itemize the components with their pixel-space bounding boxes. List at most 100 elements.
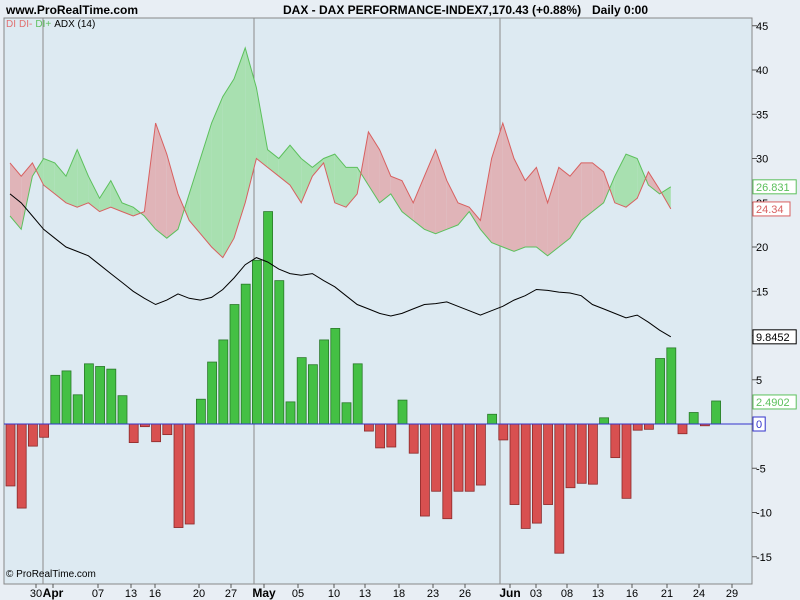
histogram-bar [632, 423, 643, 431]
histogram-bar [72, 394, 83, 425]
histogram-bar [50, 374, 61, 425]
y-tick-label: 45 [756, 21, 768, 33]
di-fill-segment [458, 202, 470, 225]
site-link[interactable]: www.ProRealTime.com [6, 3, 139, 17]
histogram-bar [39, 423, 49, 438]
value-tag-box [752, 179, 797, 195]
histogram-bar [251, 259, 262, 425]
di-fill-segment [278, 145, 290, 186]
di-fill-segment [626, 154, 638, 208]
histogram-bar [375, 423, 386, 449]
histogram-bar [599, 417, 609, 425]
x-tick-label: 20 [193, 588, 205, 600]
y-tick-label: -5 [756, 463, 766, 475]
x-tick-label: 23 [427, 588, 439, 600]
di-fill-segment [200, 123, 212, 247]
histogram-bar [229, 304, 240, 425]
di-fill-segment [290, 145, 302, 203]
axes: 454035302520151050-5-10-1530Apr071316202… [30, 21, 772, 600]
legend-item: DI- [19, 19, 33, 30]
histogram-bar [16, 423, 27, 509]
di-fill-segment [133, 207, 141, 217]
histogram-bar [319, 339, 330, 425]
value-tag-label: 24.34 [756, 204, 784, 216]
x-tick-label: 05 [292, 588, 304, 600]
histogram-bar [307, 364, 318, 425]
x-tick-label: 21 [661, 588, 673, 600]
di-fill-segment [184, 193, 190, 221]
interval-label: Daily 0:00 [592, 3, 649, 17]
di-fill-segment [614, 154, 626, 208]
di-fill-segment [547, 167, 559, 256]
di-fill-segment [256, 87, 268, 168]
di-fill-segment [189, 158, 201, 234]
di-fill-segment [645, 171, 649, 186]
histogram-bar [296, 357, 307, 425]
di-fill-segment [211, 96, 223, 258]
histogram-bar [397, 399, 408, 425]
di-fill-segment [234, 47, 246, 239]
di-fill-segment [390, 176, 402, 212]
histogram-bar [588, 423, 598, 485]
di-fill-segment [558, 167, 570, 247]
histogram-bar [475, 423, 486, 486]
x-tick-label: 26 [459, 588, 471, 600]
legend: DI DI- DI+ ADX (14) [6, 19, 98, 30]
value-tag-label: 2.4902 [756, 397, 790, 409]
y-tick-label: 20 [756, 242, 768, 254]
di-fill-segment [99, 180, 111, 212]
x-tick-label: 08 [561, 588, 573, 600]
histogram-bar [554, 423, 565, 554]
di-fill-segment [43, 158, 55, 194]
x-tick-label: 16 [626, 588, 638, 600]
histogram-bar [442, 423, 453, 520]
di-fill-segment [525, 167, 537, 247]
di-fill-segment [581, 162, 593, 221]
histogram-bar [84, 363, 94, 425]
histogram-bar [240, 283, 251, 425]
x-tick-label: 24 [693, 588, 705, 600]
histogram-bar [655, 358, 665, 425]
di-fill-segment [661, 186, 671, 209]
di-fill-segment [637, 158, 646, 199]
histogram-bar [487, 413, 498, 425]
di-fill-segment [312, 158, 324, 177]
di-minus-line [9, 121, 672, 259]
di-fill-segment [110, 180, 122, 212]
histogram-bar [509, 423, 520, 505]
histogram-bar [565, 423, 576, 489]
di-fill-segment [155, 123, 167, 239]
di-fill-segment [301, 158, 313, 203]
histogram-bar [207, 361, 218, 425]
histogram-bar [431, 423, 442, 492]
di-fill-segment [536, 167, 548, 256]
histogram-bar [61, 370, 72, 425]
di-fill-segment [245, 47, 257, 203]
histogram-bar [408, 423, 419, 454]
histogram-bar [498, 423, 509, 441]
value-tags: 26.831 24.34 9.8452 2.4902 0 [752, 179, 797, 432]
di-fill-segment [435, 149, 447, 234]
di-fill-segment [469, 207, 481, 230]
y-tick-label: -10 [756, 508, 772, 520]
value-tag-box [752, 394, 797, 410]
di-fill-segment [480, 158, 492, 243]
adx-line [9, 193, 672, 338]
histogram-bar [453, 423, 464, 492]
legend-item: DI [6, 19, 16, 30]
y-tick-label: 5 [756, 375, 762, 387]
histogram-bar [263, 211, 274, 425]
di-fill-segment [514, 158, 526, 252]
x-tick-label: 16 [149, 588, 161, 600]
y-tick-label: 40 [756, 65, 768, 77]
value-tag-label: 26.831 [756, 182, 790, 194]
x-tick-label: Apr [43, 586, 64, 600]
di-fill-segment [502, 123, 514, 252]
histogram-bar [95, 366, 105, 425]
histogram-bar [677, 423, 688, 435]
y-tick-label: 15 [756, 286, 768, 298]
di-fill-segment [32, 162, 37, 177]
x-tick-label: 03 [530, 588, 542, 600]
y-tick-label: -15 [756, 552, 772, 564]
